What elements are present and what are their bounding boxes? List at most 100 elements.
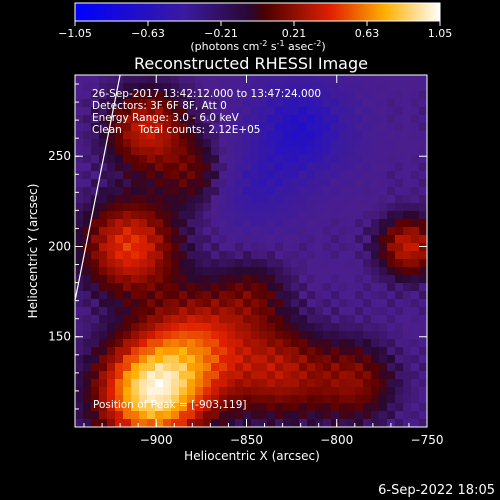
- heatmap-cell: [347, 267, 356, 276]
- heatmap-cell: [251, 259, 260, 268]
- heatmap-cell: [259, 403, 268, 412]
- heatmap-cell: [347, 275, 356, 284]
- heatmap-cell: [291, 323, 300, 332]
- heatmap-cell: [307, 99, 316, 108]
- heatmap-cell: [163, 235, 172, 244]
- heatmap-cell: [419, 227, 427, 236]
- heatmap-cell: [363, 107, 372, 116]
- heatmap-cell: [139, 219, 148, 228]
- heatmap-cell: [147, 171, 156, 180]
- heatmap-cell: [387, 75, 396, 84]
- heatmap-cell: [411, 315, 420, 324]
- heatmap-cell: [331, 123, 340, 132]
- heatmap-cell: [131, 235, 140, 244]
- heatmap-cell: [155, 219, 164, 228]
- heatmap-cell: [259, 155, 268, 164]
- heatmap-cell: [299, 339, 308, 348]
- heatmap-cell: [411, 275, 420, 284]
- heatmap-cell: [379, 179, 388, 188]
- heatmap-cell: [411, 115, 420, 124]
- heatmap-cell: [139, 323, 148, 332]
- heatmap-cell: [283, 179, 292, 188]
- heatmap-cell: [403, 387, 412, 396]
- heatmap-cell: [195, 115, 204, 124]
- heatmap-cell: [139, 403, 148, 412]
- heatmap-cell: [83, 147, 92, 156]
- heatmap-cell: [315, 147, 324, 156]
- heatmap-cell: [91, 371, 100, 380]
- heatmap-cell: [419, 219, 427, 228]
- heatmap-cell: [283, 115, 292, 124]
- heatmap-cell: [211, 259, 220, 268]
- heatmap-cell: [139, 347, 148, 356]
- annotation-clean: Clean Total counts: 2.12E+05: [92, 124, 261, 136]
- heatmap-cell: [139, 99, 148, 108]
- heatmap-cell: [371, 395, 380, 404]
- heatmap-cell: [91, 347, 100, 356]
- heatmap-cell: [259, 315, 268, 324]
- heatmap-cell: [187, 267, 196, 276]
- heatmap-cell: [299, 363, 308, 372]
- heatmap-cell: [395, 307, 404, 316]
- heatmap-cell: [211, 171, 220, 180]
- heatmap-cell: [259, 131, 268, 140]
- heatmap-cell: [403, 315, 412, 324]
- heatmap-cell: [99, 83, 108, 92]
- heatmap-cell: [323, 331, 332, 340]
- heatmap-cell: [163, 259, 172, 268]
- heatmap-cell: [91, 315, 100, 324]
- heatmap-cell: [75, 243, 84, 252]
- heatmap-cell: [83, 355, 92, 364]
- heatmap-cell: [267, 299, 276, 308]
- heatmap-cell: [107, 259, 116, 268]
- heatmap-cell: [83, 331, 92, 340]
- heatmap-cell: [371, 99, 380, 108]
- heatmap-cell: [387, 411, 396, 420]
- heatmap-cell: [155, 115, 164, 124]
- heatmap-cell: [235, 355, 244, 364]
- heatmap-cell: [331, 371, 340, 380]
- heatmap-cell: [331, 347, 340, 356]
- heatmap-cell: [235, 91, 244, 100]
- heatmap-cell: [331, 323, 340, 332]
- heatmap-cell: [107, 291, 116, 300]
- heatmap-cell: [155, 299, 164, 308]
- heatmap-cell: [315, 339, 324, 348]
- heatmap-cell: [211, 243, 220, 252]
- heatmap-cell: [179, 315, 188, 324]
- heatmap-cell: [187, 235, 196, 244]
- heatmap-cell: [267, 411, 276, 420]
- heatmap-cell: [379, 163, 388, 172]
- heatmap-cell: [203, 379, 212, 388]
- heatmap-cell: [363, 147, 372, 156]
- heatmap-cell: [267, 315, 276, 324]
- heatmap-cell: [411, 283, 420, 292]
- heatmap-cell: [211, 275, 220, 284]
- heatmap-cell: [195, 211, 204, 220]
- heatmap-cell: [387, 155, 396, 164]
- heatmap-cell: [203, 323, 212, 332]
- heatmap-cell: [91, 139, 100, 148]
- heatmap-cell: [139, 139, 148, 148]
- heatmap-cell: [323, 155, 332, 164]
- heatmap-cell: [371, 339, 380, 348]
- plot-frame: [74, 74, 428, 428]
- heatmap-cell: [275, 139, 284, 148]
- heatmap-cell: [171, 235, 180, 244]
- heatmap-cell: [139, 235, 148, 244]
- heatmap-cell: [227, 219, 236, 228]
- heatmap-cell: [323, 419, 332, 427]
- heatmap-cell: [347, 235, 356, 244]
- heatmap-cell: [331, 203, 340, 212]
- heatmap-cell: [251, 235, 260, 244]
- heatmap-cell: [219, 395, 228, 404]
- heatmap-cell: [203, 371, 212, 380]
- heatmap-cell: [227, 243, 236, 252]
- heatmap-cell: [195, 331, 204, 340]
- heatmap-cell: [91, 123, 100, 132]
- heatmap-cell: [235, 331, 244, 340]
- heatmap-cell: [403, 339, 412, 348]
- heatmap-cell: [307, 403, 316, 412]
- heatmap-cell: [339, 347, 348, 356]
